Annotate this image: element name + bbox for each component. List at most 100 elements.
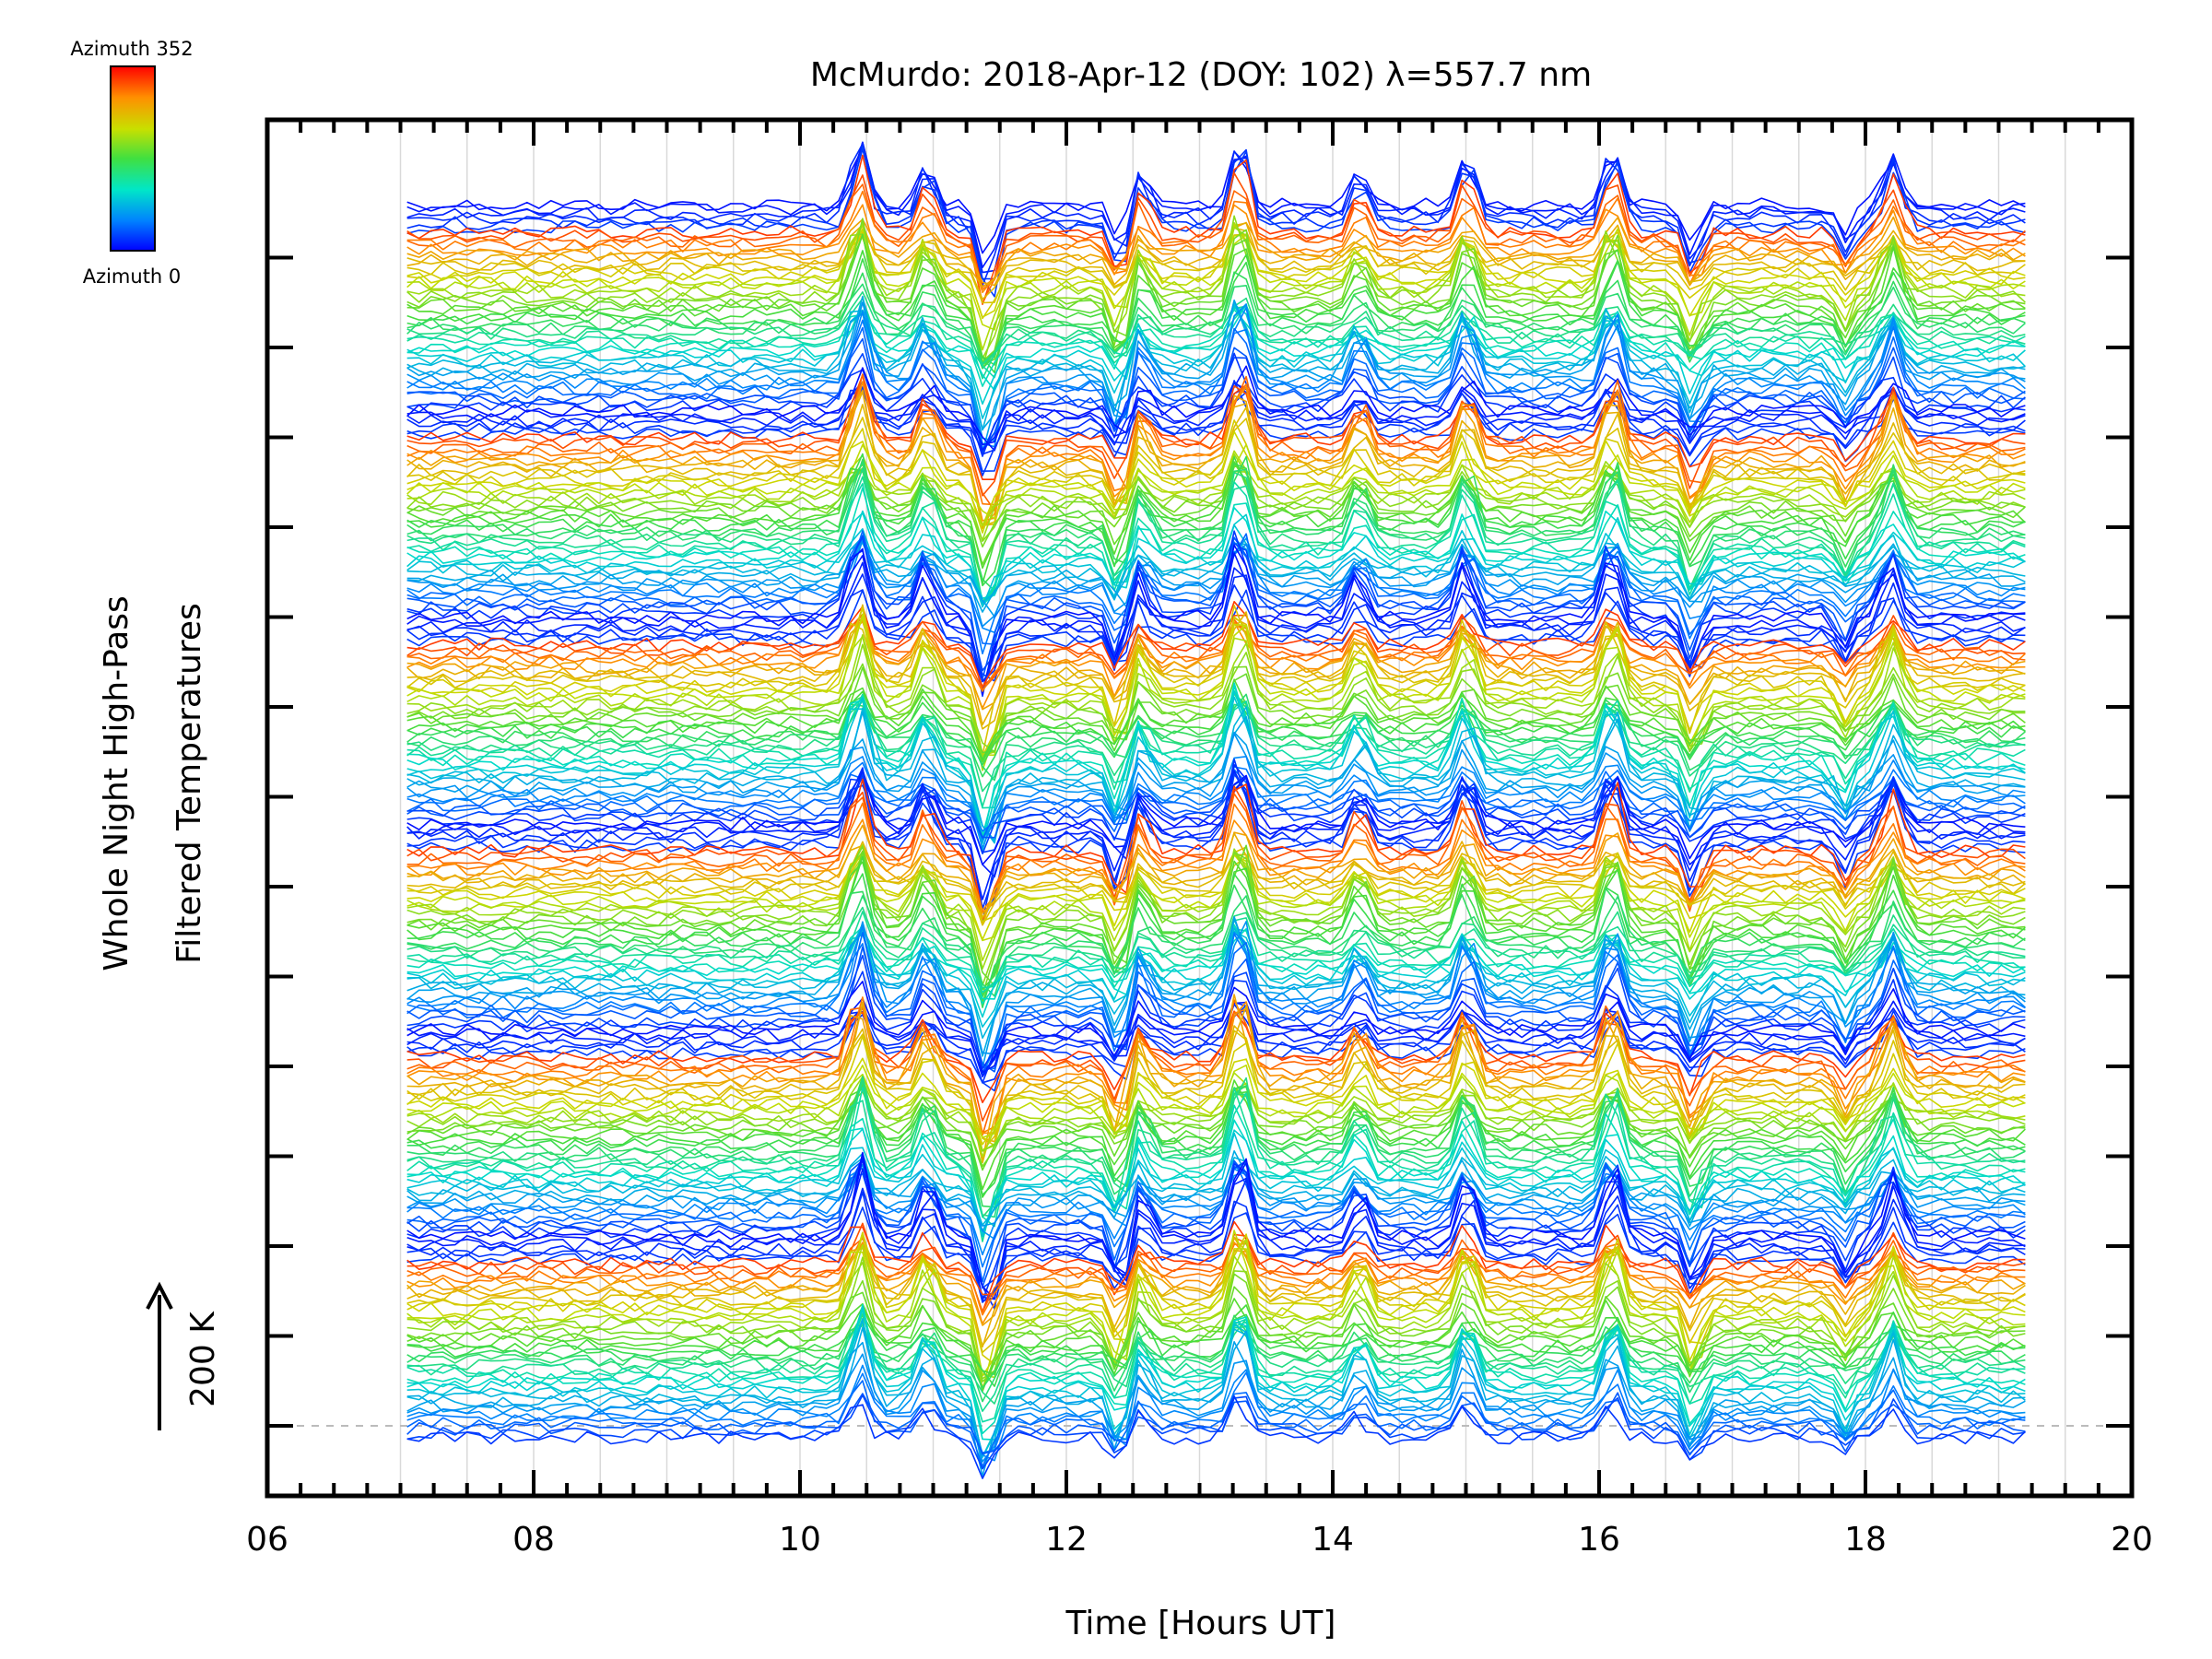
series-line	[406, 924, 2026, 1000]
series-line	[406, 301, 2026, 441]
series-line	[406, 921, 2026, 1055]
series-line	[406, 1222, 2026, 1296]
x-tick-label: 10	[779, 1521, 821, 1559]
series-line	[406, 419, 2026, 527]
series-line	[406, 309, 2026, 387]
series-line	[406, 860, 2026, 1003]
series-line	[406, 1237, 2026, 1347]
series-line	[406, 620, 2026, 710]
series-line	[406, 1353, 2026, 1463]
series-line	[406, 643, 2026, 753]
series-line	[406, 1371, 2026, 1453]
series-line	[406, 971, 2026, 1070]
series-line	[406, 1303, 2026, 1441]
series-line	[406, 1119, 2026, 1234]
y-axis-label-line1: Whole Night High-Pass	[98, 595, 135, 971]
x-tick-labels: 06 08 10 12 14 16 18 20	[246, 1521, 2153, 1559]
series-line	[406, 386, 2026, 472]
series-line	[406, 462, 2026, 547]
series-line	[406, 841, 2026, 918]
series-line	[406, 873, 2026, 998]
series-line	[406, 430, 2026, 534]
series-line	[406, 535, 2026, 672]
series-line	[406, 353, 2026, 453]
series-line	[406, 1104, 2026, 1236]
x-axis-label: Time [Hours UT]	[1065, 1605, 1336, 1642]
series-line	[406, 774, 2026, 865]
series-line	[406, 453, 2026, 541]
series-line	[406, 1158, 2026, 1300]
series-line	[406, 204, 2026, 294]
series-line	[406, 1392, 2026, 1455]
series-line	[406, 141, 2026, 274]
colorbar	[110, 65, 156, 252]
series-line	[406, 1317, 2026, 1458]
series-line	[406, 233, 2026, 370]
series-line	[406, 1236, 2026, 1316]
series-line	[406, 172, 2026, 305]
series-line	[406, 1159, 2026, 1227]
series-line	[406, 613, 2026, 688]
series-line	[406, 487, 2026, 606]
series-line	[406, 589, 2026, 682]
x-tick-label: 12	[1045, 1521, 1088, 1559]
series-line	[406, 693, 2026, 809]
series-line	[406, 1304, 2026, 1376]
series-line	[406, 906, 2026, 994]
series-line	[406, 733, 2026, 849]
series-line	[406, 769, 2026, 878]
series-line	[406, 1230, 2026, 1392]
series-line	[406, 844, 2026, 987]
series-line	[406, 300, 2026, 453]
series-line	[406, 1179, 2026, 1310]
series-line	[406, 756, 2026, 840]
series-line	[406, 461, 2026, 570]
series-line	[406, 373, 2026, 512]
series-line	[406, 1307, 2026, 1423]
series-line	[406, 300, 2026, 431]
series-line	[406, 1001, 2026, 1135]
series-line	[406, 926, 2026, 1018]
series-line	[406, 1151, 2026, 1300]
series-line	[406, 143, 2026, 287]
series-line	[406, 1255, 2026, 1389]
series-line	[406, 467, 2026, 542]
axis-ticks	[265, 120, 2134, 1496]
series-line	[406, 916, 2026, 1068]
series-line	[406, 1166, 2026, 1256]
series-line	[406, 535, 2026, 613]
series-line	[406, 1395, 2026, 1479]
series-line	[406, 391, 2026, 530]
series-line	[406, 793, 2026, 920]
series-line	[406, 1341, 2026, 1477]
series-line	[406, 1312, 2026, 1405]
series-line	[406, 932, 2026, 1070]
series-line	[406, 147, 2026, 254]
series-line	[406, 1220, 2026, 1313]
series-line	[406, 918, 2026, 1057]
series-line	[406, 319, 2026, 450]
series-line	[406, 690, 2026, 760]
series-line	[406, 853, 2026, 941]
series-line	[406, 1256, 2026, 1380]
series-line	[406, 770, 2026, 900]
series-line	[406, 759, 2026, 923]
series-line	[406, 761, 2026, 832]
series-line	[406, 228, 2026, 318]
series-line	[406, 1072, 2026, 1158]
series-line	[406, 832, 2026, 926]
series-line	[406, 382, 2026, 455]
series-line	[406, 455, 2026, 584]
series-line	[406, 1010, 2026, 1122]
series-line	[406, 689, 2026, 778]
series-line	[406, 1159, 2026, 1268]
series-line	[406, 1324, 2026, 1412]
series-line	[406, 222, 2026, 351]
series-line	[406, 537, 2026, 604]
series-line	[406, 380, 2026, 477]
series-line	[406, 771, 2026, 855]
series-line	[406, 1084, 2026, 1196]
series-line	[406, 1001, 2026, 1077]
series-line	[406, 1236, 2026, 1313]
series-line	[406, 373, 2026, 480]
